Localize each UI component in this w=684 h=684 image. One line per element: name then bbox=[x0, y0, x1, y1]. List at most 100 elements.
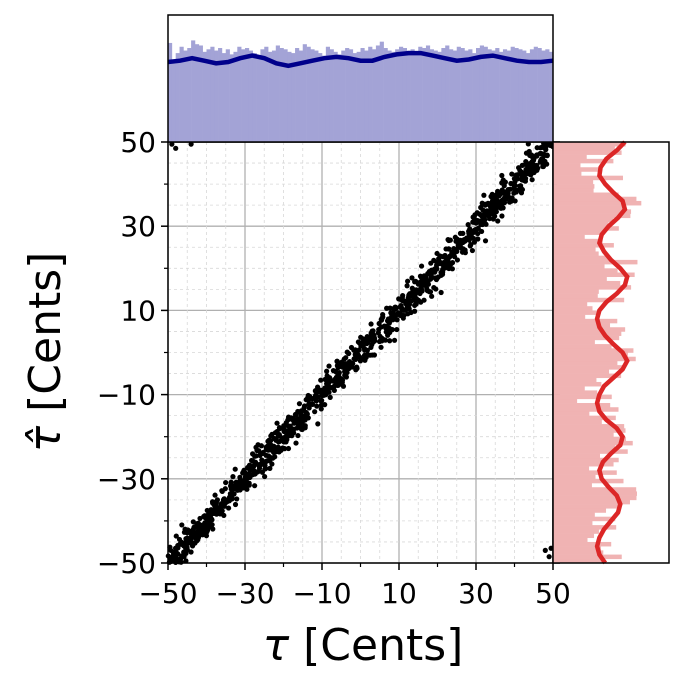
scatter-point bbox=[233, 482, 239, 488]
top-hist-bar bbox=[379, 41, 384, 142]
top-hist-bar bbox=[410, 49, 415, 142]
scatter-point bbox=[484, 209, 490, 215]
scatter-point bbox=[361, 352, 368, 359]
scatter-point bbox=[219, 488, 225, 494]
scatter-point bbox=[405, 311, 411, 317]
scatter-point-wrap-4 bbox=[546, 554, 552, 560]
scatter-point bbox=[439, 271, 446, 277]
right-hist-bar bbox=[553, 546, 602, 551]
scatter-point bbox=[381, 337, 387, 343]
top-hist-bar bbox=[279, 48, 284, 142]
scatter-point bbox=[318, 377, 324, 383]
top-hist-bar bbox=[183, 50, 188, 143]
right-hist-bar bbox=[553, 163, 581, 168]
top-hist-bar bbox=[283, 49, 288, 142]
scatter-point bbox=[197, 530, 204, 536]
scatter-point bbox=[512, 178, 518, 184]
right-hist-bar bbox=[553, 209, 632, 214]
right-hist-bar bbox=[553, 356, 636, 362]
scatter-point bbox=[512, 198, 518, 204]
scatter-point bbox=[293, 440, 299, 446]
scatter-point bbox=[202, 530, 208, 536]
scatter-point bbox=[274, 428, 280, 435]
scatter-point bbox=[494, 191, 500, 198]
scatter-point bbox=[419, 288, 425, 294]
top-hist-bar bbox=[310, 49, 315, 142]
scatter-point bbox=[384, 324, 390, 330]
scatter-point bbox=[541, 151, 547, 157]
right-hist-bar bbox=[553, 407, 619, 412]
top-hist-bar bbox=[422, 48, 427, 142]
scatter-point bbox=[477, 219, 484, 225]
scatter-point bbox=[509, 171, 515, 177]
scatter-point bbox=[393, 306, 399, 312]
scatter-point bbox=[183, 558, 189, 564]
top-hist-bar bbox=[529, 49, 535, 142]
right-hist-bar bbox=[553, 259, 638, 265]
top-hist-bar bbox=[337, 54, 342, 143]
right-marginal-histogram bbox=[553, 142, 642, 564]
top-hist-bar bbox=[483, 46, 488, 142]
scatter-point bbox=[269, 455, 275, 461]
y-axis-symbol: τ̂ bbox=[20, 425, 71, 452]
scatter-point bbox=[391, 337, 398, 343]
scatter-point bbox=[400, 307, 406, 313]
scatter-point bbox=[273, 437, 279, 443]
scatter-point bbox=[449, 252, 455, 258]
scatter-point bbox=[336, 371, 342, 377]
x-tick-label-1: −30 bbox=[215, 577, 274, 610]
right-hist-bar bbox=[553, 440, 633, 446]
top-hist-bar bbox=[268, 51, 273, 142]
top-hist-bar bbox=[295, 48, 300, 142]
right-hist-bar bbox=[553, 200, 642, 206]
top-hist-bar bbox=[395, 49, 400, 142]
scatter-point bbox=[540, 163, 546, 170]
scatter-point bbox=[489, 191, 495, 197]
top-hist-bar bbox=[210, 46, 215, 142]
right-hist-bar bbox=[553, 491, 637, 496]
scatter-point bbox=[388, 310, 394, 316]
top-hist-bar bbox=[449, 49, 454, 142]
right-hist-bar bbox=[553, 158, 614, 164]
top-hist-bar bbox=[372, 49, 377, 142]
right-hist-bar bbox=[553, 268, 618, 273]
scatter-point bbox=[371, 333, 377, 339]
top-hist-bar bbox=[218, 48, 223, 142]
scatter-point bbox=[188, 549, 194, 555]
scatter-point bbox=[446, 264, 452, 270]
scatter-point bbox=[469, 247, 476, 254]
scatter-point-wrap-0 bbox=[169, 141, 175, 147]
scatter-point bbox=[446, 246, 452, 252]
scatter-point bbox=[274, 420, 280, 426]
right-hist-bar bbox=[553, 314, 586, 320]
right-hist-bar bbox=[553, 344, 612, 349]
scatter-point bbox=[478, 212, 484, 218]
scatter-point bbox=[190, 542, 196, 548]
top-hist-bar bbox=[399, 46, 404, 142]
top-hist-bar bbox=[198, 45, 203, 143]
scatter-point bbox=[405, 278, 411, 284]
y-axis-label: τ̂ [Cents] bbox=[20, 252, 71, 453]
top-hist-bar bbox=[510, 46, 515, 142]
top-hist-bar bbox=[291, 53, 296, 142]
scatter-point bbox=[406, 292, 412, 298]
right-hist-bar bbox=[553, 541, 612, 547]
right-hist-bar bbox=[553, 276, 607, 282]
right-marginal-frame bbox=[552, 141, 670, 564]
scatter-point bbox=[339, 364, 345, 370]
scatter-point bbox=[207, 521, 213, 527]
top-hist-bar bbox=[245, 48, 250, 142]
scatter-point bbox=[177, 541, 183, 547]
right-hist-bar bbox=[553, 142, 626, 147]
scatter-point bbox=[254, 447, 260, 454]
scatter-point bbox=[468, 242, 474, 248]
scatter-point-wrap-3 bbox=[542, 547, 548, 553]
right-hist-bar bbox=[553, 499, 630, 505]
right-hist-bar bbox=[553, 394, 612, 400]
right-hist-bar bbox=[553, 171, 582, 176]
scatter-point bbox=[404, 283, 410, 289]
top-hist-bar bbox=[441, 48, 446, 142]
scatter-point bbox=[322, 402, 328, 408]
scatter-point bbox=[301, 403, 308, 409]
